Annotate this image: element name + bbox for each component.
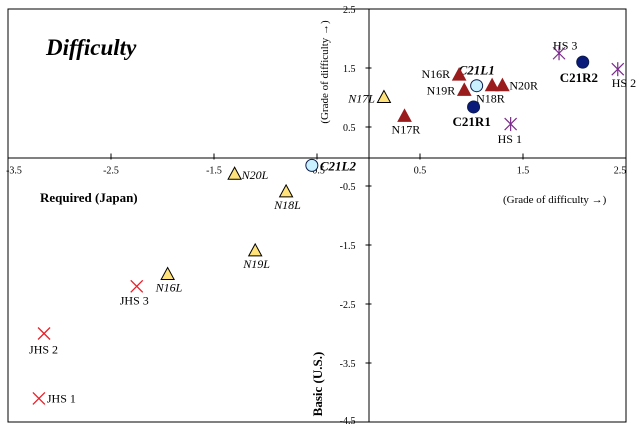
point-c21r2: [576, 55, 590, 69]
point-jhs-2: [37, 327, 51, 340]
y-tick-label: -1.5: [340, 241, 356, 252]
point-jhs-1: [32, 391, 46, 405]
point-label-n18l: N18L: [273, 198, 301, 212]
point-label-hs-2: HS 2: [612, 76, 636, 90]
y-tick-labels: 2.5 1.5 0.5 -0.5 -1.5 -2.5 -3.5 -4.5: [340, 5, 372, 426]
point-n16l: [160, 266, 175, 280]
point-label-n16l: N16L: [155, 281, 183, 295]
y-tick-label: -4.5: [340, 416, 356, 426]
point-label-jhs-1: JHS 1: [47, 391, 76, 405]
point-n16r: [451, 67, 467, 81]
x-tick-labels: -3.5 -2.5 -1.5 -0.5 0.5 1.5 2.5: [6, 153, 627, 177]
x-tick-label: -0.5: [309, 166, 325, 177]
point-hs-1: [504, 117, 518, 132]
y-tick-label: 2.5: [343, 5, 356, 16]
point-label-n17l: N17L: [347, 92, 375, 106]
x-tick-label: -2.5: [103, 166, 119, 177]
point-n19r: [456, 82, 472, 96]
x-axis-label: (Grade of difficulty →): [503, 194, 607, 206]
point-hs-2: [611, 62, 625, 77]
point-label-n19l: N19L: [242, 257, 270, 271]
point-label-c21l2: C21L2: [320, 158, 357, 173]
data-points: JHS 1 JHS 2 JHS 3 N16L N19L N18L N20L N17L C21L2…: [29, 38, 636, 405]
point-c21l2: [305, 158, 319, 172]
point-hs-3: [552, 46, 566, 61]
chart-title: Difficulty: [45, 35, 137, 60]
point-label-n16r: N16R: [421, 67, 450, 81]
y-tick-label: -2.5: [340, 300, 356, 311]
point-label-c21r2: C21R2: [560, 70, 598, 85]
point-n17l: [376, 89, 392, 103]
point-label-c21l1: C21L1: [459, 63, 495, 78]
point-c21r1: [467, 100, 481, 114]
point-label-n17r: N17R: [392, 122, 421, 136]
point-n18l: [278, 183, 294, 198]
plot-frame: [7, 8, 627, 423]
point-label-n19r: N19R: [427, 83, 456, 97]
point-label-c21r1: C21R1: [453, 114, 491, 129]
point-label-n20r: N20R: [509, 79, 538, 93]
x-tick-label: 1.5: [517, 166, 530, 177]
y-tick-label: 1.5: [343, 64, 356, 75]
point-n18r: [484, 77, 500, 92]
x-tick-label: -1.5: [206, 166, 222, 177]
y-tick-label: -0.5: [340, 182, 356, 193]
x-tick-label: -3.5: [6, 166, 22, 177]
point-label-n18r: N18R: [476, 92, 505, 106]
point-label-hs-3: HS 3: [553, 38, 577, 52]
basic-us-label: Basic (U.S.): [310, 352, 325, 417]
x-tick-label: 2.5: [614, 166, 627, 177]
point-n19l: [247, 242, 263, 257]
y-axis-label: (Grade of difficulty →): [319, 20, 331, 124]
point-n20l: [227, 166, 242, 180]
point-jhs-3: [130, 279, 144, 293]
point-n17r: [397, 108, 412, 122]
point-c21l1: [470, 79, 484, 93]
point-label-n20l: N20L: [241, 168, 269, 182]
y-tick-label: -3.5: [340, 359, 356, 370]
x-tick-label: 0.5: [414, 166, 427, 177]
point-label-hs-1: HS 1: [498, 132, 522, 146]
point-n20r: [495, 77, 510, 92]
y-tick-label: 0.5: [343, 123, 356, 134]
point-label-jhs-3: JHS 3: [120, 293, 149, 307]
point-label-jhs-2: JHS 2: [29, 343, 58, 357]
required-japan-label: Required (Japan): [40, 190, 138, 205]
